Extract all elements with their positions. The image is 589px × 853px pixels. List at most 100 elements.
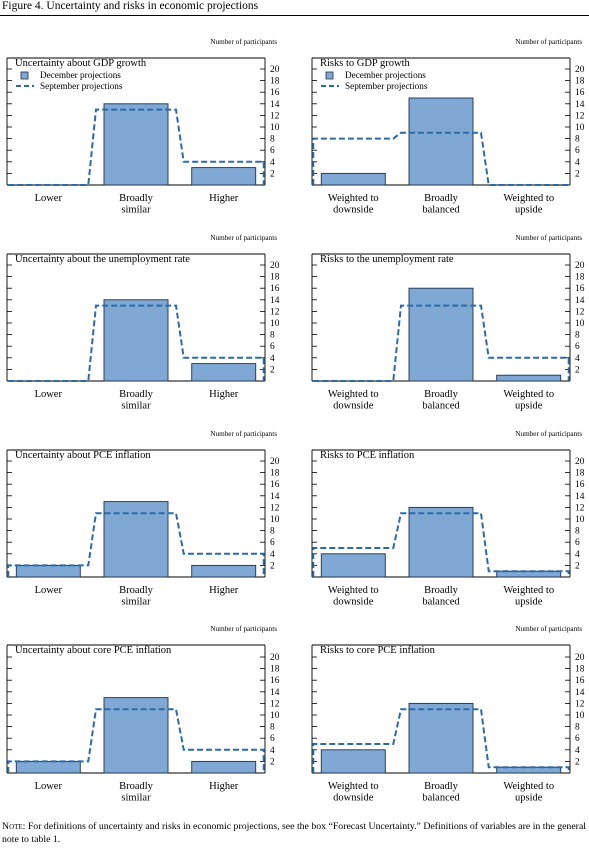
y-tick-label: 12 <box>270 111 280 121</box>
y-tick-label: 12 <box>270 699 280 709</box>
y-tick-label: 20 <box>270 65 280 75</box>
y-tick-label: 14 <box>575 688 585 698</box>
legend-label-september: September projections <box>40 81 123 91</box>
y-tick-label: 18 <box>575 469 585 479</box>
y-tick-label: 16 <box>575 88 585 98</box>
y-tick-label: 16 <box>270 676 280 686</box>
y-tick-label: 14 <box>575 100 585 110</box>
y-tick-label: 4 <box>270 746 275 756</box>
y-tick-label: 18 <box>575 665 585 675</box>
units-label: Number of participants <box>515 234 582 242</box>
y-tick-label: 8 <box>575 527 580 537</box>
chart-title: Uncertainty about GDP growth <box>15 58 147 69</box>
y-tick-label: 6 <box>270 734 275 744</box>
bar-december <box>320 553 386 578</box>
legend-label-december: December projections <box>40 70 121 80</box>
legend-swatch-december <box>325 71 334 80</box>
y-tick-label: 8 <box>270 331 275 341</box>
chart-title: Risks to the unemployment rate <box>320 254 454 265</box>
y-tick-label: 2 <box>575 561 580 571</box>
line-september <box>312 708 570 773</box>
bar-december <box>408 702 474 774</box>
note-label: Note: <box>2 821 26 832</box>
category-label: Broadly similar <box>119 781 154 804</box>
y-tick-label: 10 <box>575 319 585 329</box>
category-label: Lower <box>35 193 63 204</box>
category-label: Lower <box>35 585 63 596</box>
y-tick-label: 12 <box>575 503 585 513</box>
y-tick-label: 2 <box>270 365 275 375</box>
y-tick-label: 10 <box>270 711 280 721</box>
note-text: For definitions of uncertainty and risks… <box>2 821 587 845</box>
bar-december <box>496 766 562 774</box>
line-september <box>8 304 265 382</box>
units-label: Number of participants <box>210 430 277 438</box>
units-label: Number of participants <box>210 38 277 46</box>
category-label: Higher <box>209 389 239 400</box>
bar-december <box>15 564 81 578</box>
y-tick-label: 4 <box>270 354 275 364</box>
y-tick-label: 16 <box>270 88 280 98</box>
chart-title: Risks to PCE inflation <box>320 450 415 461</box>
bar-december <box>191 564 257 578</box>
line-september <box>7 512 265 577</box>
y-tick-label: 14 <box>575 296 585 306</box>
category-label: Weighted to downside <box>328 389 379 412</box>
bar-december <box>320 749 386 774</box>
bar-december <box>103 103 169 186</box>
line-september <box>8 108 265 186</box>
bar-december <box>15 760 81 774</box>
chart-title: Uncertainty about core PCE inflation <box>15 645 172 656</box>
category-label: Broadly balanced <box>422 389 460 412</box>
y-tick-label: 4 <box>575 746 580 756</box>
category-label: Broadly balanced <box>422 585 460 608</box>
y-tick-label: 16 <box>270 284 280 294</box>
y-tick-label: 18 <box>270 665 280 675</box>
y-tick-label: 12 <box>270 307 280 317</box>
y-tick-label: 20 <box>270 261 280 271</box>
units-label: Number of participants <box>210 625 277 633</box>
y-tick-label: 8 <box>575 331 580 341</box>
y-tick-label: 14 <box>270 688 280 698</box>
bar-december <box>191 363 257 382</box>
y-tick-label: 6 <box>575 734 580 744</box>
y-tick-label: 18 <box>270 77 280 87</box>
category-label: Higher <box>209 781 239 792</box>
category-label: Higher <box>209 585 239 596</box>
y-tick-label: 16 <box>270 480 280 490</box>
y-tick-label: 10 <box>575 123 585 133</box>
y-tick-label: 10 <box>270 319 280 329</box>
category-label: Lower <box>35 781 63 792</box>
y-tick-label: 2 <box>270 169 275 179</box>
category-label: Weighted to downside <box>328 585 379 608</box>
title-rule <box>0 15 589 16</box>
y-tick-label: 2 <box>270 561 275 571</box>
y-tick-label: 8 <box>270 723 275 733</box>
category-label: Broadly balanced <box>422 193 460 216</box>
line-september <box>313 304 570 382</box>
bar-december <box>408 97 474 186</box>
category-label: Weighted to upside <box>503 193 554 216</box>
category-label: Broadly similar <box>119 389 154 412</box>
y-tick-label: 16 <box>575 480 585 490</box>
y-tick-label: 12 <box>575 111 585 121</box>
y-tick-label: 6 <box>270 342 275 352</box>
y-tick-label: 18 <box>270 273 280 283</box>
bar-december <box>408 506 474 578</box>
figure-note: Note: For definitions of uncertainty and… <box>2 820 586 846</box>
bar-december <box>103 299 169 382</box>
legend-swatch-december <box>20 71 29 80</box>
y-tick-label: 10 <box>575 711 585 721</box>
y-tick-label: 8 <box>575 135 580 145</box>
line-september <box>7 708 265 773</box>
y-tick-label: 20 <box>575 653 585 663</box>
y-tick-label: 10 <box>270 123 280 133</box>
